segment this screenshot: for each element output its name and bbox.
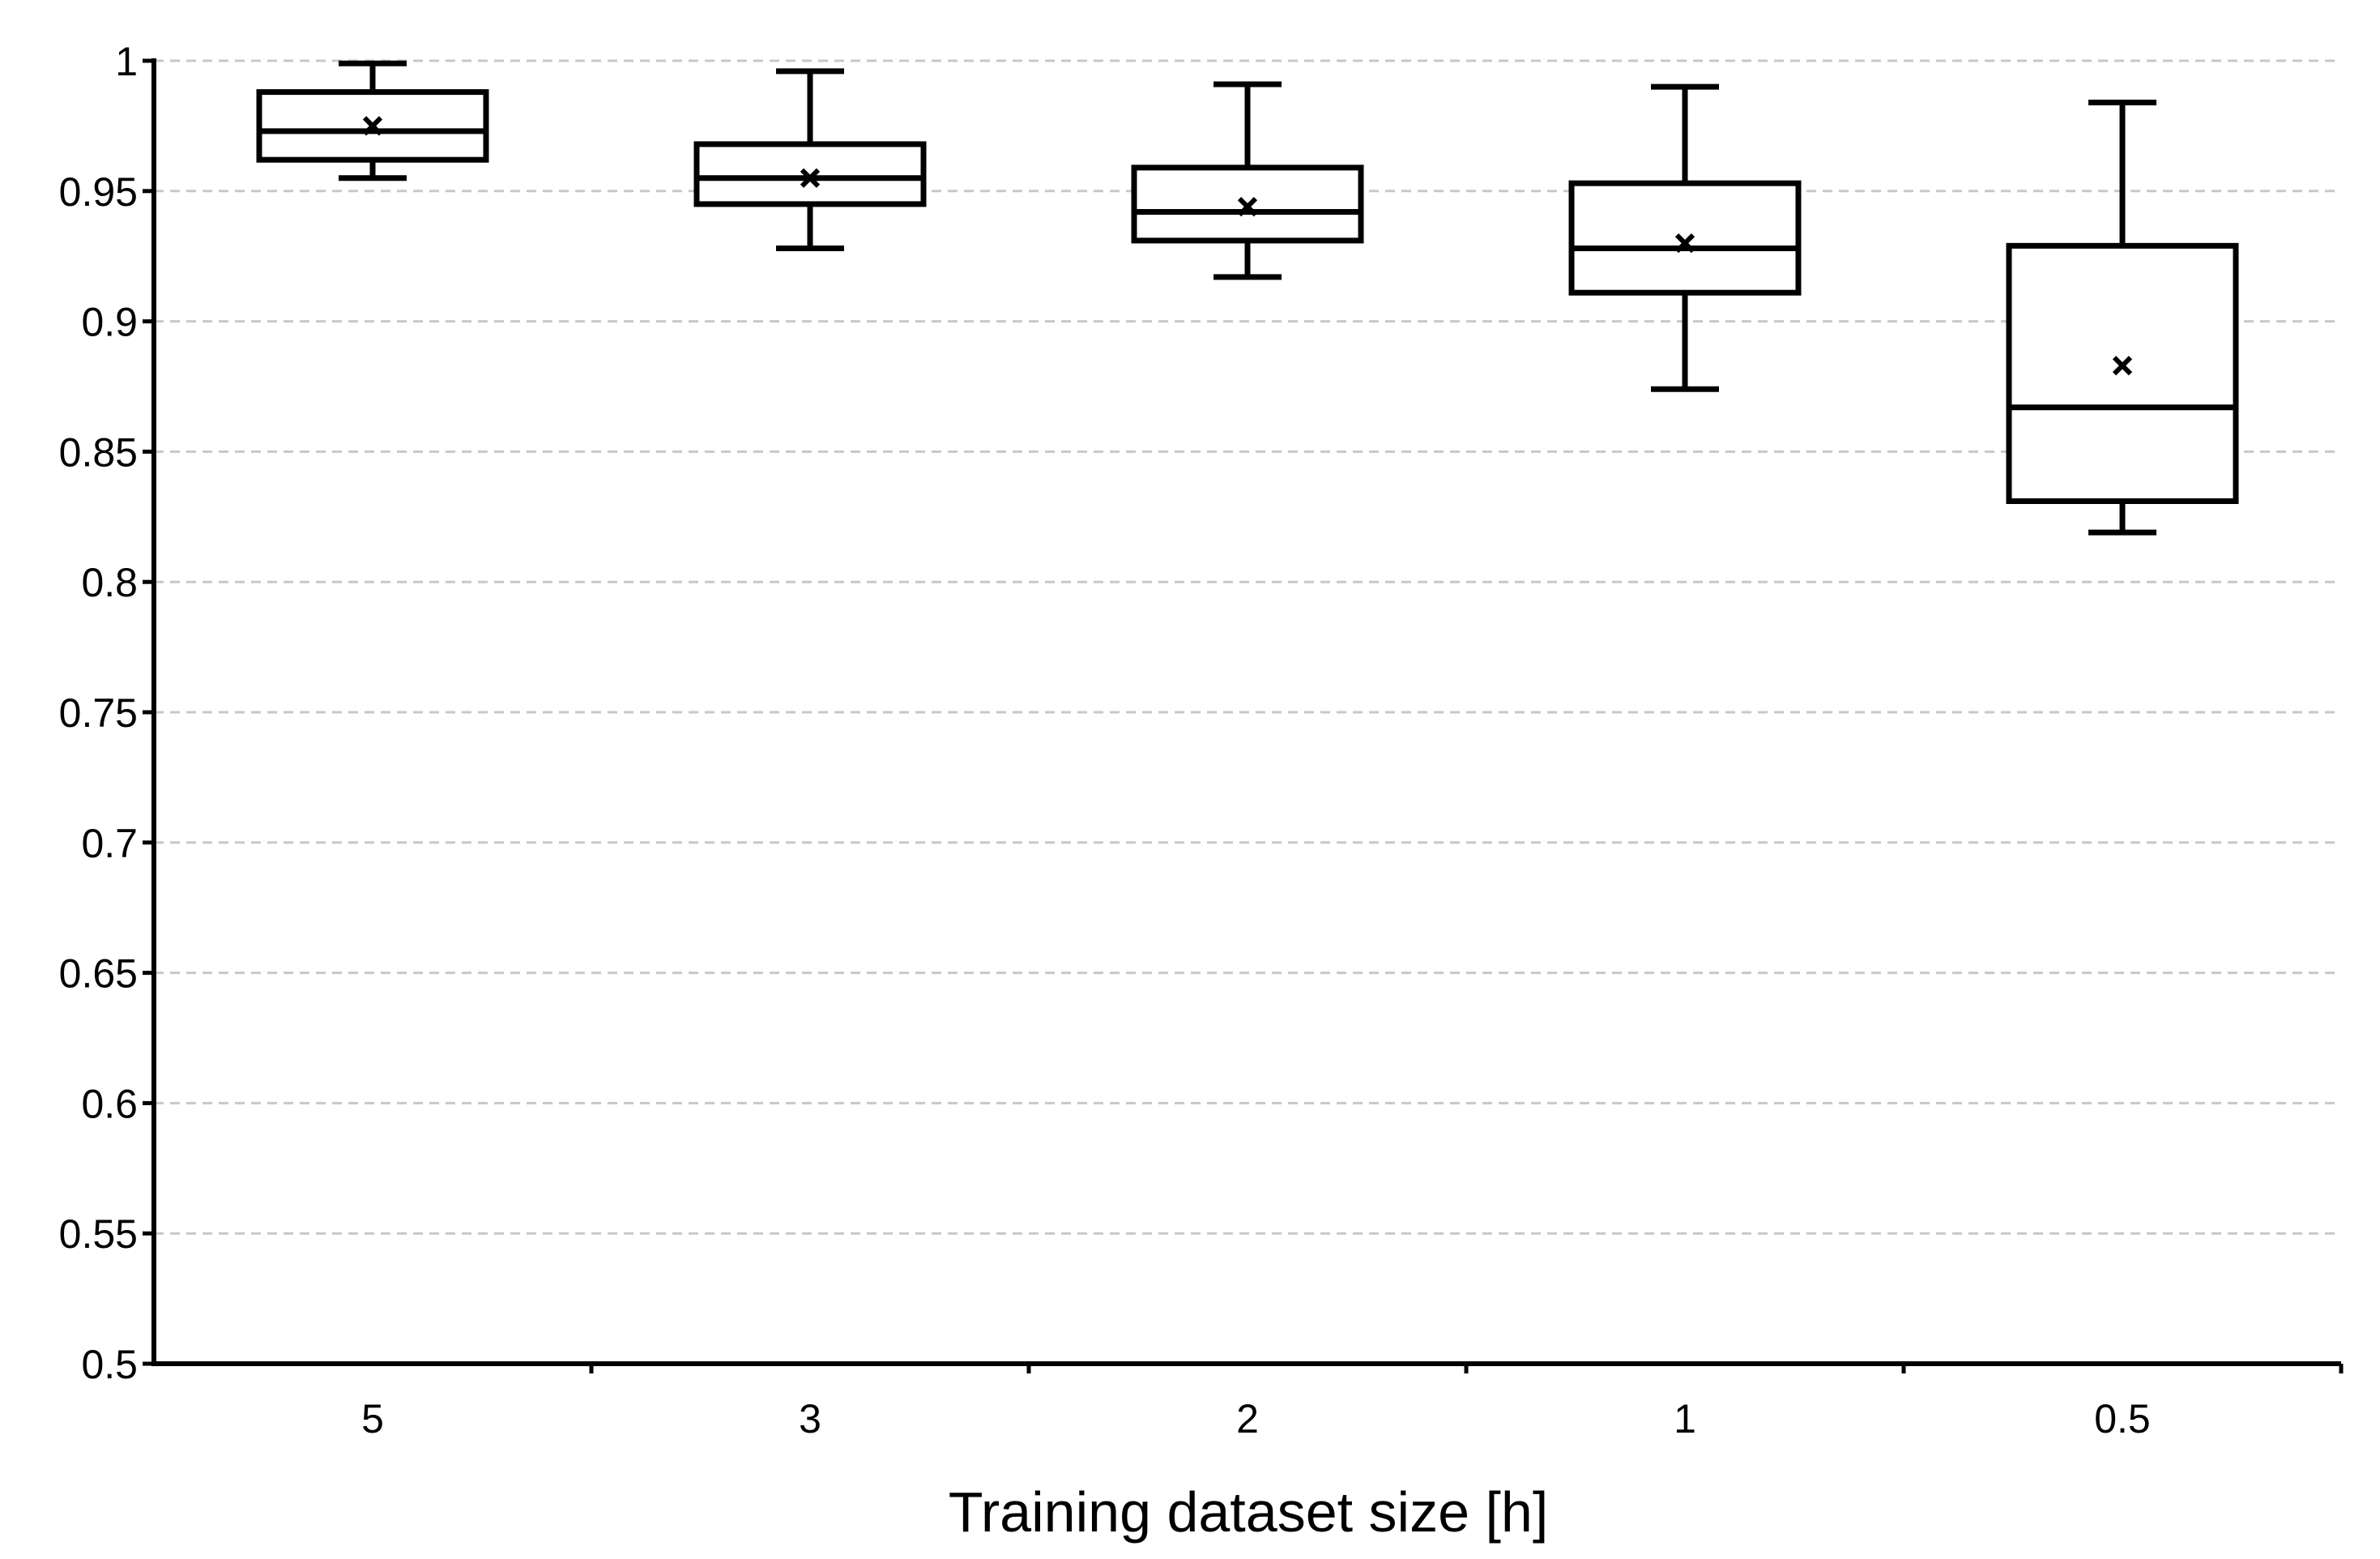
y-tick-label: 0.9 bbox=[81, 300, 138, 345]
y-tick-label: 0.75 bbox=[59, 690, 138, 736]
mean-marker bbox=[1674, 233, 1695, 254]
y-tick-label: 0.95 bbox=[59, 169, 138, 215]
iqr-box bbox=[1568, 180, 1802, 296]
mean-marker bbox=[1237, 196, 1258, 217]
x-tick-label: 5 bbox=[361, 1396, 384, 1442]
mean-marker-stroke bbox=[362, 116, 383, 136]
y-tick-label: 0.6 bbox=[81, 1081, 138, 1126]
x-tick-label: 2 bbox=[1236, 1396, 1259, 1442]
x-axis-title: Training dataset size [h] bbox=[949, 1480, 1549, 1544]
iqr-box bbox=[2006, 242, 2239, 505]
y-tick-label: 0.7 bbox=[81, 821, 138, 866]
tick-labels: 0.5 0.55 0.6 0.65 0.7 0.75 0.8 0.85 0.9 0.95 1 5 3 2 1… bbox=[59, 39, 2344, 1442]
mean-marker bbox=[362, 116, 383, 136]
iqr-box bbox=[693, 141, 927, 207]
mean-marker-stroke bbox=[2112, 356, 2133, 376]
y-tick-label: 1 bbox=[115, 39, 138, 84]
x-tick-label: 3 bbox=[799, 1396, 821, 1442]
mean-marker-stroke bbox=[800, 168, 821, 188]
box-group-0-5 bbox=[2006, 99, 2239, 536]
y-tick-label: 0.5 bbox=[81, 1342, 138, 1387]
mean-marker bbox=[800, 168, 821, 188]
y-tick-label: 0.55 bbox=[59, 1211, 138, 1257]
box-group-3 bbox=[693, 68, 927, 252]
x-tick-label: 0.5 bbox=[2094, 1396, 2151, 1442]
y-tick-label: 0.85 bbox=[59, 429, 138, 475]
mean-marker bbox=[2112, 356, 2133, 376]
box-group-1 bbox=[1568, 83, 1802, 392]
y-tick-label: 0.65 bbox=[59, 951, 138, 997]
box-series bbox=[256, 60, 2239, 536]
x-tick-label: 1 bbox=[1674, 1396, 1696, 1442]
box-group-2 bbox=[1131, 81, 1364, 280]
box-group-5 bbox=[256, 60, 489, 182]
mean-marker-stroke bbox=[1237, 196, 1258, 217]
mean-marker-stroke bbox=[1674, 233, 1695, 254]
y-tick-label: 0.8 bbox=[81, 560, 138, 605]
